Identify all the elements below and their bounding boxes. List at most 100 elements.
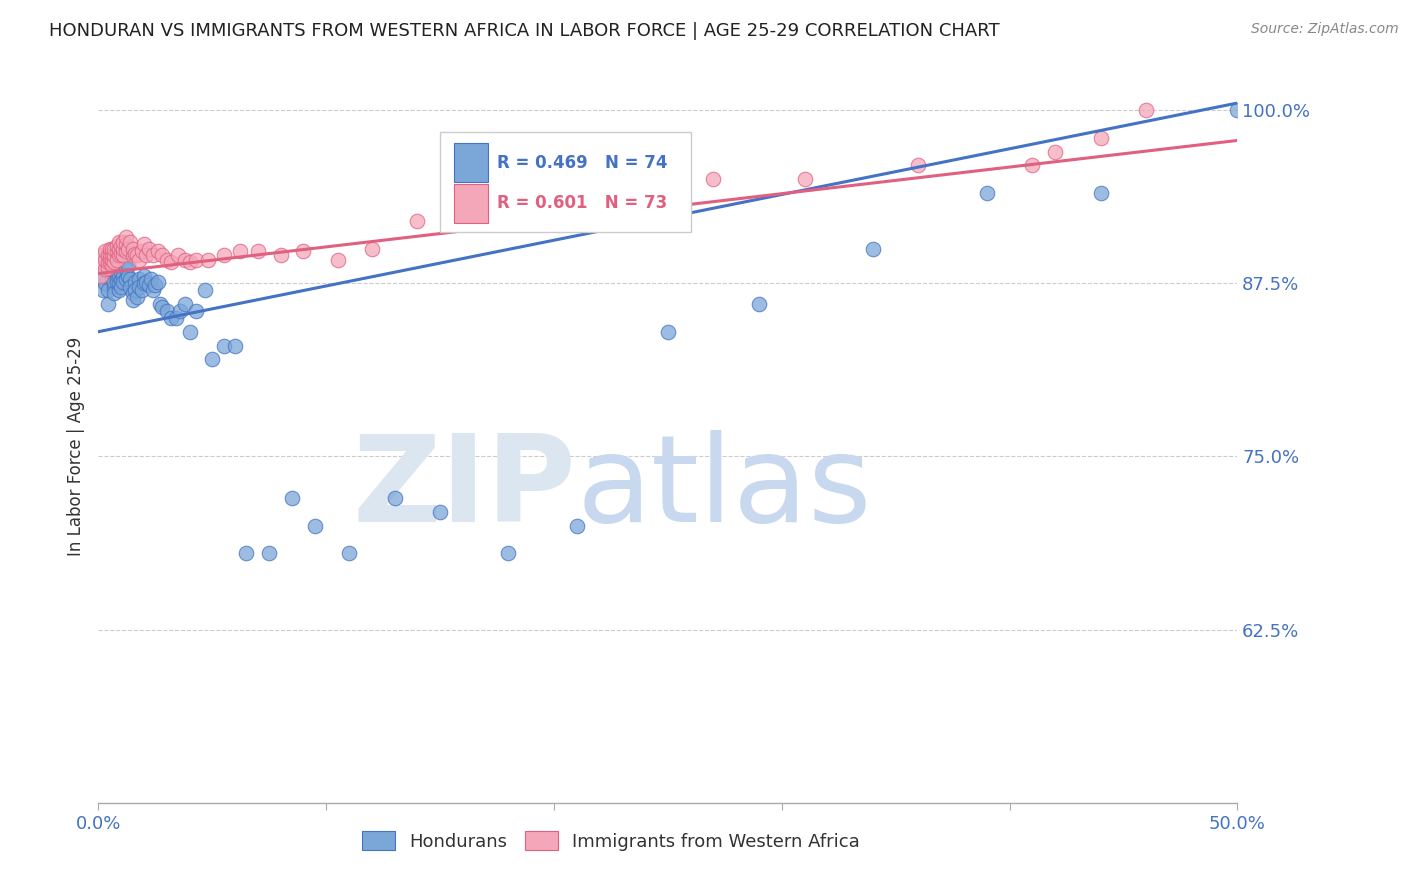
Point — [146, 244, 169, 259]
Point — [429, 505, 451, 519]
Point — [112, 269, 135, 284]
Point — [103, 280, 125, 294]
Point — [114, 272, 136, 286]
Point — [114, 230, 136, 244]
Point — [121, 242, 143, 256]
Point — [127, 248, 149, 262]
Point — [228, 244, 250, 259]
Point — [149, 297, 172, 311]
Point — [406, 214, 429, 228]
Point — [96, 255, 118, 269]
Point — [793, 172, 815, 186]
Point — [702, 172, 724, 186]
Point — [110, 267, 132, 281]
Point — [121, 248, 143, 262]
Point — [105, 275, 128, 289]
Point — [124, 283, 146, 297]
Point — [98, 255, 121, 269]
Point — [105, 239, 128, 253]
Point — [110, 280, 132, 294]
Point — [197, 252, 219, 267]
Point — [112, 275, 135, 289]
Point — [1226, 103, 1249, 117]
FancyBboxPatch shape — [440, 132, 690, 232]
Point — [98, 262, 121, 277]
Point — [91, 283, 114, 297]
Point — [201, 352, 224, 367]
Point — [160, 255, 183, 269]
Point — [135, 248, 157, 262]
FancyBboxPatch shape — [454, 184, 488, 223]
Point — [101, 258, 124, 272]
Point — [337, 546, 360, 560]
Point — [108, 235, 131, 249]
Point — [463, 200, 485, 214]
Point — [103, 248, 125, 262]
Point — [124, 247, 146, 261]
Point — [142, 248, 165, 262]
Point — [105, 244, 128, 259]
Point — [212, 338, 235, 352]
Legend: Hondurans, Immigrants from Western Africa: Hondurans, Immigrants from Western Afric… — [354, 824, 868, 858]
Point — [128, 280, 150, 294]
Point — [114, 262, 136, 277]
Point — [91, 255, 114, 269]
Point — [657, 325, 679, 339]
Point — [531, 200, 554, 214]
Point — [94, 276, 117, 290]
Point — [131, 244, 153, 259]
Point — [117, 269, 139, 284]
Point — [117, 258, 139, 272]
Point — [108, 248, 131, 262]
Point — [165, 310, 187, 325]
Point — [98, 252, 121, 266]
Point — [186, 304, 208, 318]
Point — [121, 285, 143, 300]
Point — [103, 242, 125, 256]
Point — [124, 275, 146, 289]
Point — [112, 242, 135, 256]
Point — [131, 283, 153, 297]
Point — [270, 248, 292, 262]
Point — [96, 297, 118, 311]
Point — [326, 252, 349, 267]
Point — [105, 252, 128, 267]
Point — [907, 158, 929, 172]
Point — [259, 546, 281, 560]
Point — [98, 247, 121, 261]
Point — [96, 248, 118, 262]
Point — [96, 283, 118, 297]
Point — [612, 186, 634, 201]
Point — [179, 325, 201, 339]
Point — [1021, 158, 1043, 172]
Point — [94, 244, 117, 259]
Point — [138, 277, 160, 292]
Point — [862, 242, 884, 256]
Point — [132, 269, 155, 284]
Point — [304, 518, 326, 533]
Point — [169, 304, 191, 318]
Text: R = 0.469   N = 74: R = 0.469 N = 74 — [498, 153, 668, 171]
Point — [108, 276, 131, 290]
Point — [174, 297, 197, 311]
Point — [132, 276, 155, 290]
Point — [120, 272, 142, 286]
Point — [281, 491, 304, 505]
Point — [384, 491, 406, 505]
Point — [128, 272, 150, 286]
Point — [1043, 145, 1066, 159]
FancyBboxPatch shape — [454, 143, 488, 182]
Point — [748, 297, 770, 311]
Point — [120, 280, 142, 294]
Point — [138, 242, 160, 256]
Point — [96, 260, 118, 275]
Point — [174, 252, 197, 267]
Point — [224, 338, 246, 352]
Point — [103, 255, 125, 269]
Point — [101, 247, 124, 261]
Point — [108, 242, 131, 256]
Text: Source: ZipAtlas.com: Source: ZipAtlas.com — [1251, 22, 1399, 37]
Y-axis label: In Labor Force | Age 25-29: In Labor Force | Age 25-29 — [66, 336, 84, 556]
Text: atlas: atlas — [576, 430, 872, 548]
Point — [105, 269, 128, 284]
